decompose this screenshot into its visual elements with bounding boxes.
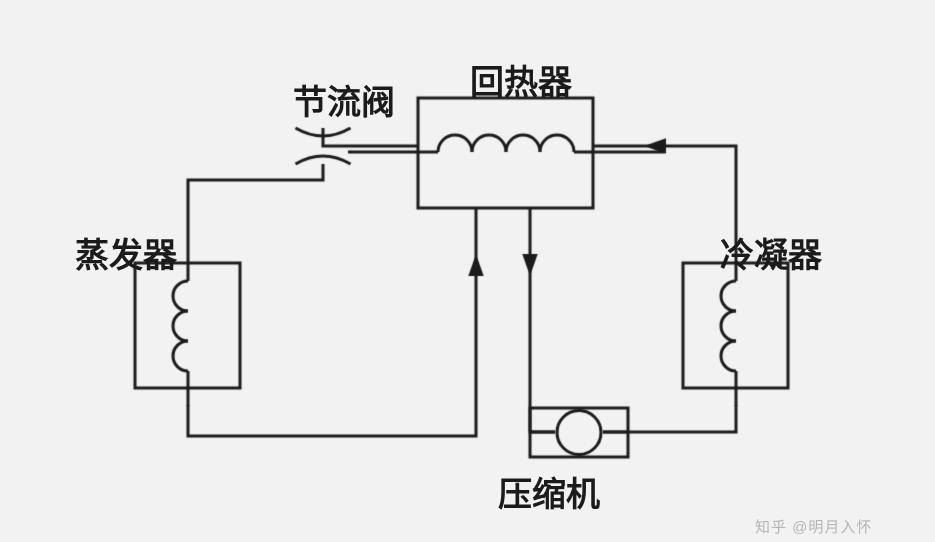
label-compressor: 压缩机: [498, 467, 600, 516]
watermark-text: 知乎 @明月入怀: [755, 516, 872, 537]
label-throttle: 节流阀: [293, 75, 395, 124]
label-regenerator: 回热器: [470, 55, 572, 104]
label-evaporator: 蒸发器: [75, 228, 177, 277]
label-condenser: 冷凝器: [720, 228, 822, 277]
